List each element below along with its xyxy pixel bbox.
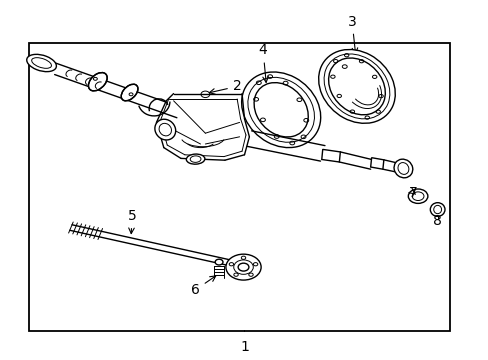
Ellipse shape: [27, 54, 56, 72]
Ellipse shape: [88, 73, 107, 91]
Polygon shape: [321, 149, 340, 162]
Text: 6: 6: [191, 276, 215, 297]
Text: 7: 7: [408, 186, 417, 199]
Text: 3: 3: [347, 15, 357, 54]
Ellipse shape: [155, 119, 175, 140]
Ellipse shape: [186, 154, 204, 164]
Ellipse shape: [215, 259, 223, 265]
Bar: [29, 43, 449, 331]
Ellipse shape: [121, 84, 138, 101]
Text: 8: 8: [432, 215, 441, 228]
Ellipse shape: [225, 254, 261, 280]
Ellipse shape: [318, 49, 394, 123]
Polygon shape: [370, 158, 383, 169]
Text: 2: 2: [209, 80, 241, 94]
Text: 5: 5: [127, 209, 136, 234]
Text: 1: 1: [240, 341, 248, 354]
Text: 4: 4: [258, 44, 268, 82]
Ellipse shape: [393, 159, 412, 178]
